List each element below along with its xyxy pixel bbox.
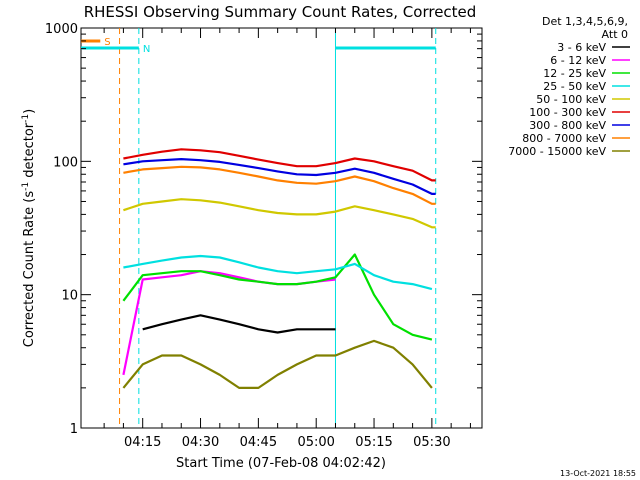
- legend-label: 7000 - 15000 keV: [508, 145, 606, 158]
- legend-label: 3 - 6 keV: [557, 41, 606, 54]
- y-tick-label: 1: [70, 422, 78, 437]
- flag-vertical-lines: [119, 28, 437, 428]
- flag-label: N: [143, 44, 150, 55]
- legend-header-line1: Det 1,3,4,5,6,9,: [542, 15, 628, 28]
- x-tick-label: 04:30: [182, 435, 219, 450]
- y-tick-label: 10: [61, 289, 78, 304]
- y-axis-label-sup1: -1: [21, 182, 31, 191]
- y-axis-label-sup2: -1: [21, 114, 31, 123]
- series-800-7000-kev-line: [123, 165, 436, 205]
- x-tick-label: 05:00: [297, 435, 334, 450]
- y-tick-label: 1000: [45, 22, 78, 37]
- legend-label: 50 - 100 keV: [536, 93, 606, 106]
- y-axis-label-main: Corrected Count Rate (s: [22, 191, 37, 348]
- x-tick-label: 04:45: [240, 435, 277, 450]
- y-axis-label-end: ): [22, 109, 37, 114]
- legend-label: 300 - 800 keV: [529, 119, 606, 132]
- series-25-50-kev-line: [123, 254, 433, 291]
- y-tick-label: 100: [53, 155, 78, 170]
- series-300-800-kev-line: [123, 158, 436, 195]
- legend-label: 25 - 50 keV: [543, 80, 606, 93]
- y-axis-label: Corrected Count Rate (s-1 detector-1): [21, 109, 37, 347]
- legend-label: 800 - 7000 keV: [522, 132, 606, 145]
- x-tick-label: 05:30: [413, 435, 450, 450]
- y-axis: 1 10 100 1000: [45, 22, 482, 437]
- flag-bars: SN: [81, 37, 436, 55]
- series-100-300-kev-line: [123, 148, 436, 182]
- x-axis: 04:15 04:30 04:45 05:00 05:15 05:30: [103, 28, 471, 450]
- x-axis-label: Start Time (07-Feb-08 04:02:42): [176, 456, 386, 471]
- y-axis-label-mid: detector: [22, 122, 37, 182]
- x-tick-label: 04:15: [124, 435, 161, 450]
- legend-label: 6 - 12 keV: [550, 54, 606, 67]
- chart-title: RHESSI Observing Summary Count Rates, Co…: [84, 3, 477, 21]
- flag-label: S: [104, 37, 110, 48]
- plot-frame: [80, 27, 483, 429]
- series-12-25-kev-line: [122, 253, 433, 341]
- legend-header-line2: Att 0: [602, 28, 628, 41]
- series-3-6-kev-line: [142, 314, 336, 334]
- series-7000-15000-kev-line: [122, 339, 433, 389]
- series-6-12-kev-line: [123, 271, 432, 404]
- series-50-100-kev-line: [123, 198, 436, 229]
- legend-label: 12 - 25 keV: [543, 67, 606, 80]
- x-tick-label: 05:15: [355, 435, 392, 450]
- legend-label: 100 - 300 keV: [529, 106, 606, 119]
- footer-timestamp: 13-Oct-2021 18:55: [560, 469, 636, 478]
- series-lines: [122, 148, 436, 404]
